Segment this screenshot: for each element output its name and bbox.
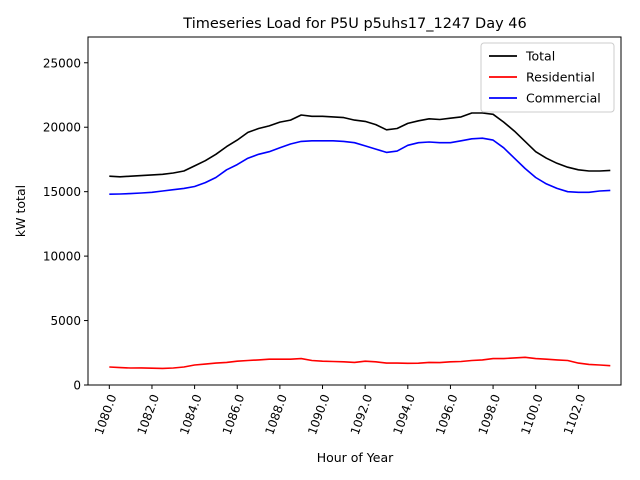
legend: Total Residential Commercial (480, 42, 615, 113)
y-tick-label: 0 (73, 379, 81, 393)
y-tick-label: 20000 (43, 121, 81, 135)
series-line-residential (109, 356, 611, 370)
x-tick-label: 1100.0 (518, 392, 546, 436)
y-axis-label: kW total (13, 185, 28, 237)
series-line-total (109, 112, 611, 178)
x-tick-label: 1080.0 (92, 392, 120, 436)
x-axis: 1080.0 1082.0 1084.0 1086.0 1088.0 1090.0 1092… (92, 385, 589, 437)
x-tick-label: 1092.0 (348, 392, 376, 436)
y-tick-label: 25000 (43, 56, 81, 70)
legend-box (480, 42, 615, 113)
x-tick-label: 1094.0 (390, 392, 418, 436)
x-tick-label: 1096.0 (433, 392, 461, 436)
x-tick-label: 1098.0 (476, 392, 504, 436)
legend-label-commercial: Commercial (526, 91, 601, 106)
y-axis: 0 5000 10000 15000 20000 25000 (43, 56, 88, 393)
chart-title: Timeseries Load for P5U p5uhs17_1247 Day… (182, 16, 526, 32)
series-line-commercial (109, 137, 611, 195)
series-lines (109, 112, 611, 370)
y-tick-label: 15000 (43, 185, 81, 199)
x-tick-label: 1088.0 (262, 392, 290, 436)
plot-area (87, 36, 622, 386)
x-tick-label: 1102.0 (561, 392, 589, 436)
legend-label-total: Total (525, 49, 555, 64)
x-tick-label: 1086.0 (220, 392, 248, 436)
x-tick-label: 1090.0 (305, 392, 333, 436)
legend-label-residential: Residential (526, 70, 595, 85)
x-tick-label: 1082.0 (135, 392, 163, 436)
x-tick-label: 1084.0 (177, 392, 205, 436)
x-axis-label: Hour of Year (317, 450, 394, 465)
y-tick-label: 5000 (50, 314, 81, 328)
y-tick-label: 10000 (43, 250, 81, 264)
